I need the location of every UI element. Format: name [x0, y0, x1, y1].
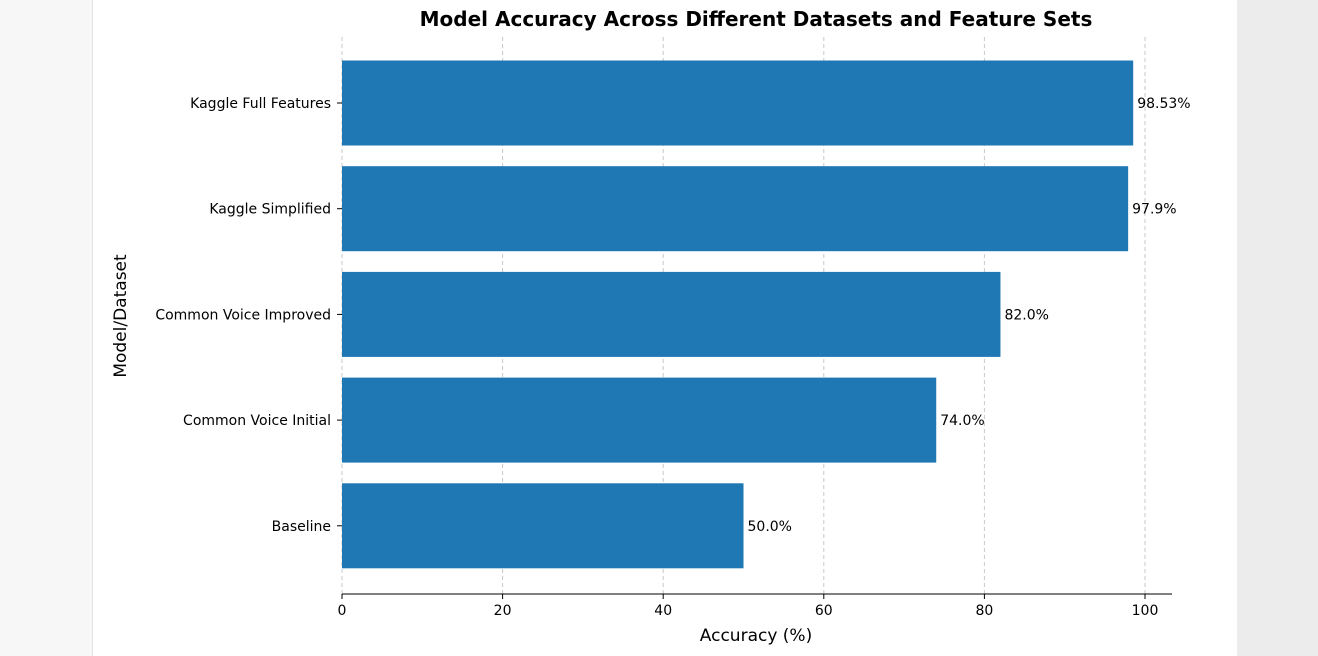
bar — [342, 166, 1129, 252]
x-tick-label: 40 — [654, 603, 672, 619]
x-tick-label: 0 — [338, 603, 347, 619]
bars — [342, 60, 1134, 569]
value-label: 50.0% — [748, 519, 792, 535]
value-label: 82.0% — [1004, 307, 1048, 323]
x-axis-label: Accuracy (%) — [700, 626, 812, 646]
chart-title: Model Accuracy Across Different Datasets… — [420, 7, 1093, 31]
x-tick-labels: 0 20 40 60 80 100 — [338, 594, 1159, 619]
bar — [342, 483, 744, 569]
y-tick-label: Common Voice Initial — [183, 413, 331, 429]
value-label: 98.53% — [1137, 96, 1190, 112]
y-tick-label: Kaggle Full Features — [190, 96, 331, 112]
bar — [342, 377, 937, 463]
x-tick-label: 20 — [494, 603, 512, 619]
value-labels: 98.53% 97.9% 82.0% 74.0% 50.0% — [748, 96, 1191, 535]
bar — [342, 60, 1134, 146]
value-label: 74.0% — [940, 413, 984, 429]
value-label: 97.9% — [1132, 202, 1176, 218]
x-tick-label: 60 — [815, 603, 833, 619]
bar — [342, 271, 1001, 357]
y-tick-labels: Kaggle Full Features Kaggle Simplified Com… — [155, 96, 342, 535]
x-tick-label: 100 — [1132, 603, 1159, 619]
y-axis-label: Model/Dataset — [111, 254, 131, 378]
x-tick-label: 80 — [975, 603, 993, 619]
scroll-gutter — [1237, 0, 1318, 656]
y-tick-label: Baseline — [272, 519, 331, 535]
y-tick-label: Common Voice Improved — [155, 307, 331, 323]
y-tick-label: Kaggle Simplified — [209, 202, 331, 218]
